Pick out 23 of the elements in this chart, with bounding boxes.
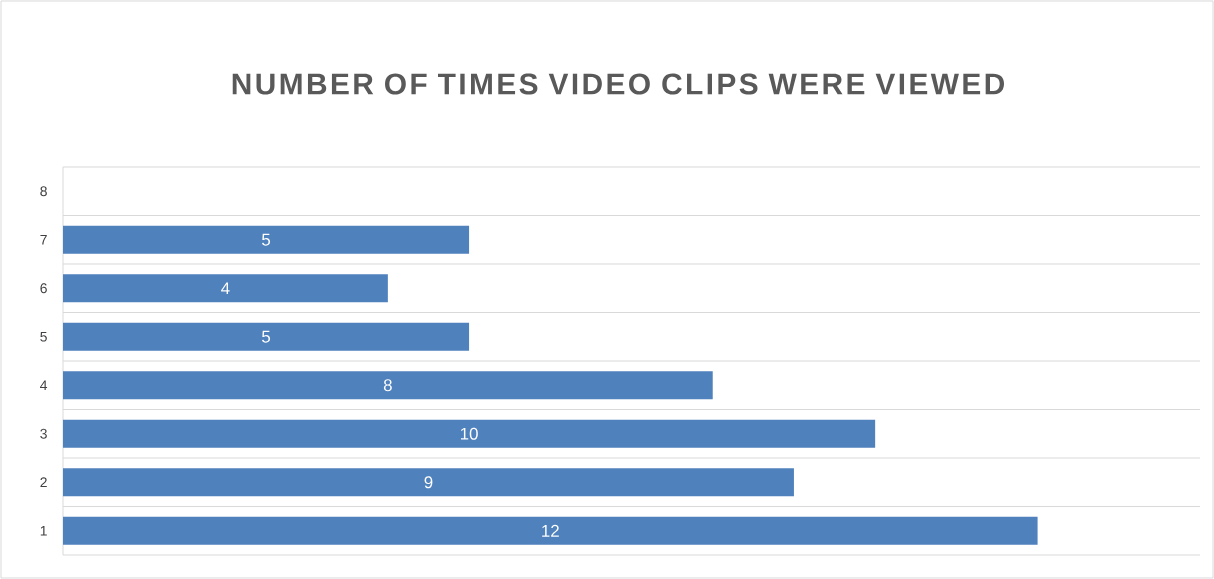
data-label: 12 (542, 524, 559, 537)
bar (63, 322, 470, 351)
y-tick-label: 5 (40, 331, 47, 342)
y-tick-label: 6 (40, 283, 47, 294)
bar (63, 274, 388, 303)
bar (63, 516, 1038, 545)
data-label: 5 (262, 330, 271, 343)
chart-title: NUMBER OF TIMES VIDEO CLIPS WERE VIEWED (232, 73, 1005, 95)
data-label: 8 (383, 379, 392, 392)
y-tick-label: 3 (40, 428, 47, 439)
bar (63, 371, 713, 400)
y-tick-label: 2 (40, 477, 47, 488)
bar (63, 419, 876, 448)
data-label: 10 (460, 427, 478, 440)
y-tick-label: 4 (40, 380, 48, 391)
y-tick-label: 7 (40, 234, 47, 245)
bar (63, 225, 470, 254)
bar (63, 468, 794, 497)
y-tick-label: 8 (40, 186, 47, 197)
data-label: 4 (221, 282, 230, 295)
data-label: 5 (262, 233, 271, 246)
data-label: 9 (424, 476, 433, 489)
y-tick-label: 1 (40, 525, 47, 536)
